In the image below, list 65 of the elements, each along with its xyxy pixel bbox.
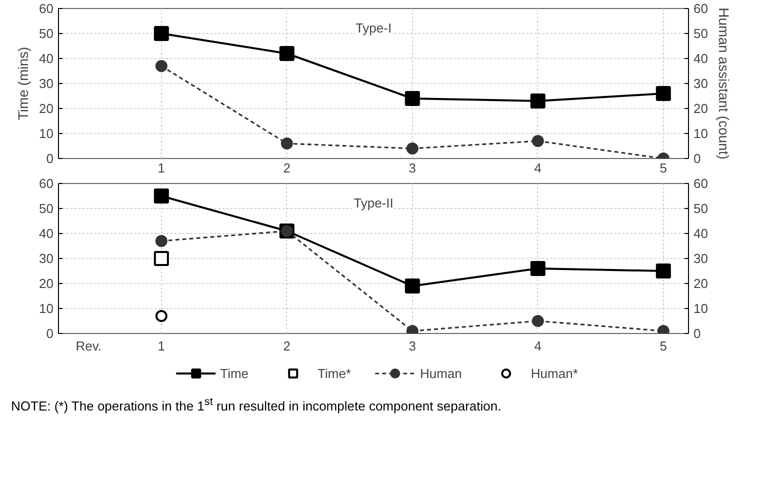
y-tick-label: 50 [39, 26, 54, 41]
text: Type-II [354, 196, 394, 210]
y-tick-label: 60 [39, 176, 54, 191]
x-tick-label: 2 [283, 160, 291, 176]
y2-tick-label: 30 [694, 76, 708, 91]
point [280, 138, 293, 150]
y2-tick-label: 20 [694, 101, 708, 116]
x-tick-label: 1 [158, 160, 166, 176]
y-tick-label: 30 [39, 251, 54, 266]
x-tick-label: 2 [283, 338, 291, 354]
legend-label: Time* [318, 366, 351, 380]
y2-tick-label: 50 [694, 26, 708, 41]
x-tick-label: 3 [408, 338, 416, 354]
point [530, 261, 546, 276]
y2-tick-label: 40 [694, 51, 708, 66]
point [155, 60, 168, 72]
y-axis-title: Time (mins) [15, 46, 32, 120]
x-tick-label: 3 [408, 160, 416, 176]
y2-tick-label: 10 [694, 301, 708, 316]
y2-tick-label: 30 [694, 251, 708, 266]
point [530, 94, 546, 108]
y2-tick-label: 10 [694, 126, 708, 141]
y-tick-label: 30 [39, 76, 54, 91]
point [656, 264, 671, 278]
y2-tick-label: 20 [694, 276, 708, 291]
text: NOTE: (*) The operations in the 1$^{st}$ run resulted in incomplete component separation. [11, 395, 502, 416]
legend-label: Time [220, 366, 249, 380]
point [532, 315, 544, 327]
y-tick-label: 0 [46, 151, 54, 166]
point [154, 251, 169, 266]
x-axis-title: Rev. [76, 338, 102, 354]
y-tick-label: 60 [39, 1, 54, 16]
x-tick-label: 5 [660, 160, 668, 176]
y2-tick-label: 50 [694, 201, 708, 216]
x-tick-label: 5 [660, 338, 668, 354]
text: Type-I [355, 20, 392, 36]
x-tick-label: 4 [534, 160, 542, 176]
x-tick-label: 4 [534, 338, 542, 354]
y2-tick-label: 40 [694, 226, 708, 241]
y2-tick-label: 0 [694, 326, 701, 341]
point [155, 310, 168, 322]
y-tick-label: 40 [39, 51, 54, 66]
point [279, 46, 294, 61]
point [532, 135, 544, 147]
point [656, 86, 671, 101]
point [404, 278, 420, 294]
y-tick-label: 40 [39, 226, 54, 241]
y-tick-label: 20 [39, 276, 54, 291]
y2-tick-label: 60 [694, 176, 708, 191]
point [154, 26, 169, 41]
x-tick-label: 1 [158, 338, 166, 354]
point [155, 235, 168, 247]
y-tick-label: 10 [39, 126, 54, 141]
y-tick-label: 10 [39, 301, 54, 316]
y-tick-label: 20 [39, 101, 54, 116]
y2-tick-label: 0 [694, 151, 701, 166]
legend-label: Human* [530, 366, 578, 380]
y-tick-label: 0 [46, 326, 54, 341]
y2-tick-label: 60 [694, 1, 708, 16]
legend-label: Human [420, 366, 462, 380]
point [406, 142, 418, 154]
point [154, 188, 169, 204]
y-tick-label: 50 [39, 201, 54, 216]
y2-axis-title: Human assistant (count) [716, 8, 732, 160]
point [404, 91, 420, 106]
